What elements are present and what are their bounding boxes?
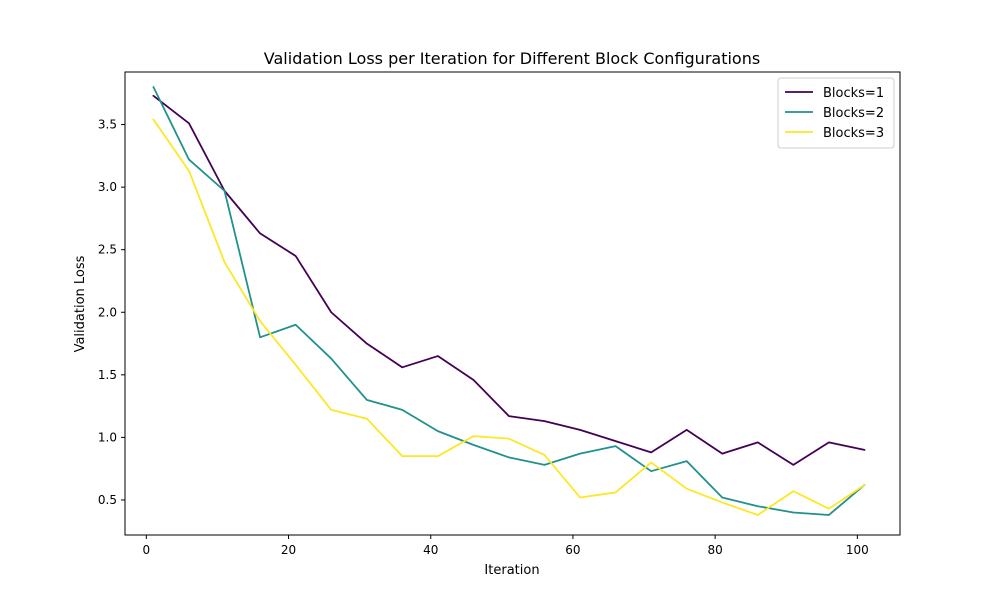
data-point bbox=[259, 336, 261, 338]
data-point bbox=[295, 255, 297, 257]
legend-label-3: Blocks=3 bbox=[823, 126, 884, 141]
data-point bbox=[152, 118, 155, 121]
data-point bbox=[366, 399, 368, 401]
data-point bbox=[757, 514, 759, 516]
data-point bbox=[472, 379, 474, 381]
data-point bbox=[401, 455, 403, 457]
data-point bbox=[437, 455, 439, 457]
y-tick-label: 1.5 bbox=[98, 368, 117, 382]
data-point bbox=[792, 490, 794, 492]
data-point bbox=[650, 451, 652, 454]
series-line-1 bbox=[152, 94, 866, 466]
data-point bbox=[721, 501, 723, 504]
x-axis: 0 20 40 60 80 100 bbox=[143, 535, 869, 557]
data-point bbox=[721, 453, 723, 455]
x-tick-label: 100 bbox=[846, 543, 869, 557]
data-point bbox=[615, 440, 617, 442]
data-point bbox=[757, 505, 759, 507]
plot-border bbox=[124, 71, 901, 536]
data-point bbox=[437, 355, 439, 357]
legend: Blocks=1 Blocks=2 Blocks=3 bbox=[777, 77, 895, 149]
data-point bbox=[792, 464, 794, 466]
data-point bbox=[401, 366, 403, 368]
data-point bbox=[828, 441, 830, 443]
y-axis-label: Validation Loss bbox=[73, 255, 88, 352]
y-tick-label: 2.0 bbox=[98, 305, 117, 319]
y-tick-label: 2.5 bbox=[98, 243, 117, 257]
data-point bbox=[615, 445, 617, 447]
data-point bbox=[543, 454, 546, 456]
data-point bbox=[401, 409, 403, 411]
data-point bbox=[295, 324, 297, 326]
data-point bbox=[366, 342, 368, 345]
chart-title: Validation Loss per Iteration for Differ… bbox=[264, 49, 760, 68]
data-point bbox=[223, 190, 226, 192]
data-point bbox=[579, 496, 581, 499]
data-point bbox=[472, 444, 474, 446]
data-point bbox=[259, 320, 261, 322]
x-tick-label: 20 bbox=[281, 543, 296, 557]
data-point bbox=[543, 464, 546, 466]
data-point bbox=[508, 415, 510, 417]
y-axis: 0.5 1.0 1.5 2.0 2.5 3.0 3.5 bbox=[98, 118, 125, 507]
data-point bbox=[863, 449, 866, 451]
legend-label-2: Blocks=2 bbox=[823, 106, 884, 121]
data-point bbox=[686, 429, 688, 431]
data-point bbox=[188, 158, 190, 161]
data-point bbox=[437, 430, 439, 432]
data-point bbox=[686, 460, 688, 462]
x-tick-label: 60 bbox=[565, 543, 580, 557]
data-point bbox=[223, 261, 226, 263]
data-point bbox=[615, 491, 617, 494]
data-point bbox=[508, 438, 510, 440]
y-tick-label: 1.0 bbox=[98, 430, 117, 444]
x-tick-label: 0 bbox=[143, 543, 151, 557]
data-point bbox=[330, 357, 332, 360]
data-point bbox=[650, 461, 652, 464]
legend-box bbox=[777, 77, 895, 149]
data-point bbox=[188, 170, 190, 172]
data-point bbox=[472, 435, 474, 437]
data-point bbox=[863, 484, 866, 486]
data-point bbox=[188, 122, 190, 124]
y-tick-label: 3.5 bbox=[98, 118, 117, 132]
data-point bbox=[828, 508, 830, 510]
data-point bbox=[721, 496, 723, 499]
data-point bbox=[757, 441, 759, 443]
y-tick-label: 3.0 bbox=[98, 180, 117, 194]
data-point bbox=[366, 418, 368, 420]
series-line-3 bbox=[152, 118, 866, 516]
data-point bbox=[792, 511, 794, 514]
y-tick-label: 0.5 bbox=[98, 493, 117, 507]
data-point bbox=[579, 453, 581, 455]
series-layer bbox=[152, 86, 866, 516]
data-point bbox=[152, 95, 155, 97]
series-line-2 bbox=[152, 86, 866, 516]
data-point bbox=[686, 488, 688, 490]
data-point bbox=[330, 311, 332, 313]
data-point bbox=[152, 86, 155, 88]
data-point bbox=[259, 232, 261, 235]
data-point bbox=[508, 456, 510, 459]
data-point bbox=[295, 364, 297, 366]
data-point bbox=[330, 409, 332, 411]
data-point bbox=[828, 514, 830, 516]
legend-label-1: Blocks=1 bbox=[823, 86, 884, 101]
x-axis-label: Iteration bbox=[484, 563, 539, 578]
data-point bbox=[650, 470, 652, 472]
plot-area bbox=[124, 71, 901, 536]
x-tick-label: 40 bbox=[423, 543, 438, 557]
x-tick-label: 80 bbox=[707, 543, 722, 557]
data-point bbox=[543, 420, 546, 422]
data-point bbox=[579, 429, 581, 431]
